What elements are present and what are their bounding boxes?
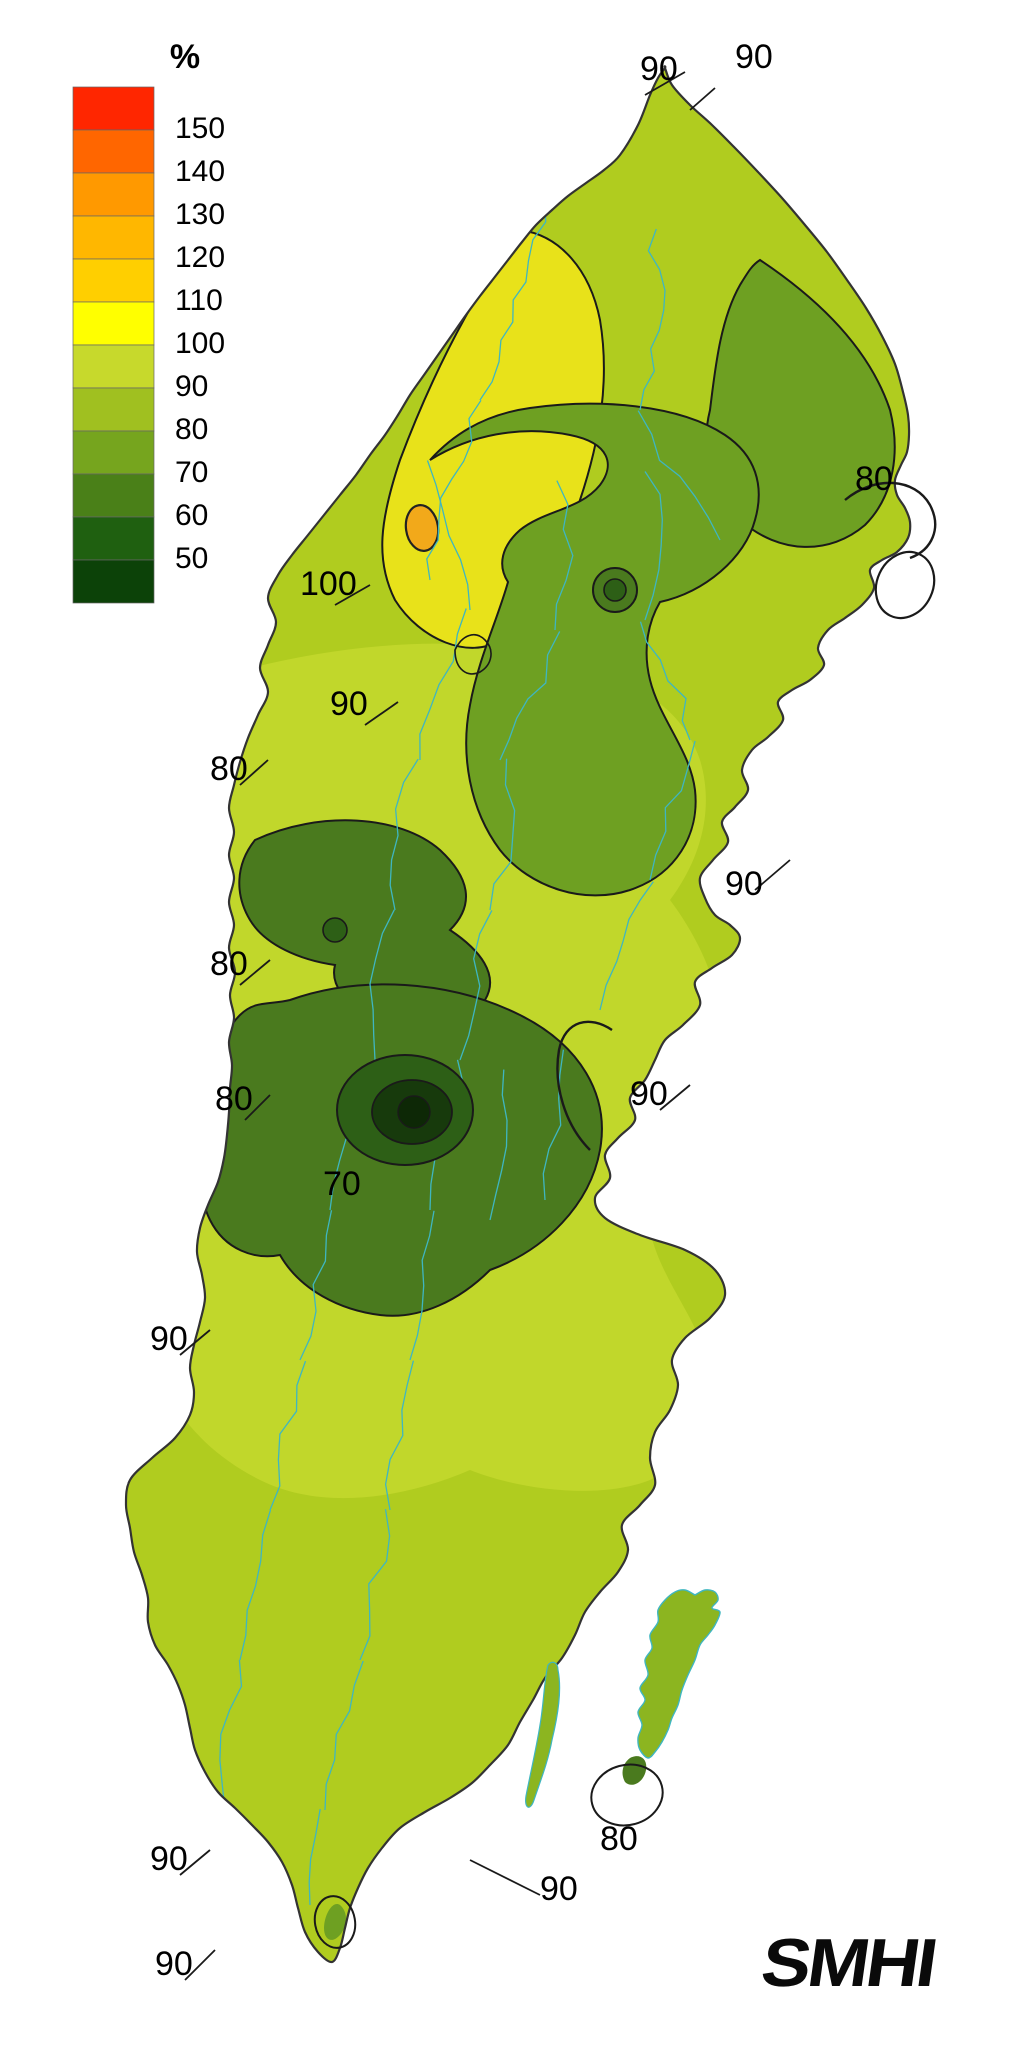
- svg-text:120: 120: [175, 241, 225, 274]
- svg-text:%: %: [170, 38, 200, 76]
- svg-text:90: 90: [540, 1870, 578, 1908]
- svg-text:90: 90: [640, 50, 678, 88]
- svg-text:90: 90: [735, 38, 773, 76]
- svg-text:100: 100: [300, 565, 357, 603]
- svg-text:90: 90: [150, 1320, 188, 1358]
- svg-text:130: 130: [175, 198, 225, 231]
- svg-text:80: 80: [600, 1820, 638, 1858]
- svg-text:80: 80: [215, 1080, 253, 1118]
- svg-text:70: 70: [175, 456, 208, 489]
- svg-text:90: 90: [150, 1840, 188, 1878]
- svg-text:90: 90: [330, 685, 368, 723]
- svg-text:80: 80: [855, 460, 893, 498]
- svg-text:80: 80: [210, 945, 248, 983]
- svg-text:100: 100: [175, 327, 225, 360]
- svg-text:50: 50: [175, 542, 208, 575]
- svg-text:90: 90: [175, 370, 208, 403]
- svg-text:90: 90: [155, 1945, 193, 1983]
- svg-text:70: 70: [323, 1165, 361, 1203]
- svg-text:90: 90: [630, 1075, 668, 1113]
- svg-text:60: 60: [175, 499, 208, 532]
- svg-text:150: 150: [175, 112, 225, 145]
- svg-text:90: 90: [725, 865, 763, 903]
- svg-text:110: 110: [175, 284, 223, 317]
- svg-text:80: 80: [175, 413, 208, 446]
- svg-text:SMHI: SMHI: [757, 1925, 940, 2001]
- svg-text:140: 140: [175, 155, 225, 188]
- svg-text:80: 80: [210, 750, 248, 788]
